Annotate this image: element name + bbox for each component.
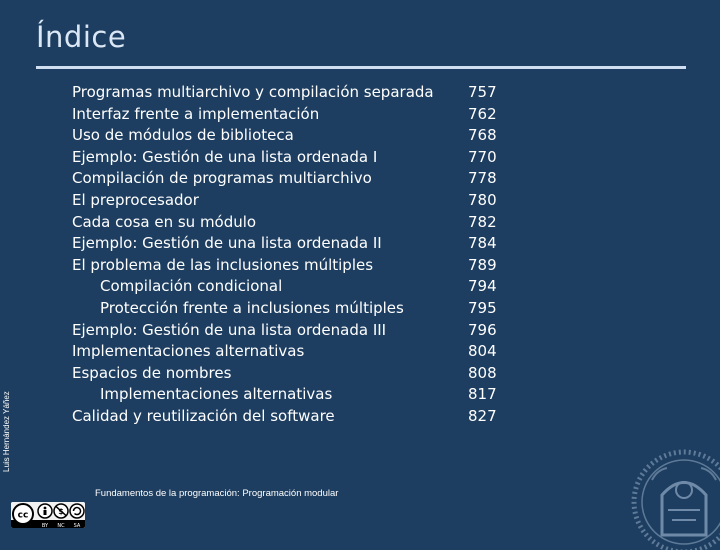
svg-text:cc: cc — [18, 511, 29, 521]
toc-page-number: 784 — [468, 234, 497, 253]
author-label: Luis Hernández Yáñez — [2, 391, 11, 472]
toc-page-number: 817 — [468, 385, 497, 404]
toc-item: Compilación de programas multiarchivo — [72, 169, 372, 188]
toc-item: Implementaciones alternativas — [100, 385, 333, 404]
toc-page-number: 794 — [468, 277, 497, 296]
toc-item: El preprocesador — [72, 190, 199, 209]
toc-page-number: 808 — [468, 363, 497, 382]
toc-item: Calidad y reutilización del software — [72, 406, 335, 425]
toc-item: Ejemplo: Gestión de una lista ordenada I… — [72, 320, 387, 339]
title-divider — [36, 66, 686, 69]
toc-item: Espacios de nombres — [72, 363, 232, 382]
toc-page-number: 789 — [468, 255, 497, 274]
toc-page-number: 762 — [468, 104, 497, 123]
toc-page-number: 770 — [468, 147, 497, 166]
toc-page-numbers: 757 762 768 770 778 780 782 784 789 794 795 796 804 8… — [468, 82, 508, 428]
toc-page-number: 778 — [468, 169, 497, 188]
toc-item: Ejemplo: Gestión de una lista ordenada I… — [72, 234, 382, 253]
toc-page-number: 796 — [468, 320, 497, 339]
toc-page-number: 768 — [468, 126, 497, 145]
university-seal-icon — [631, 449, 720, 550]
footer-text: Fundamentos de la programación: Programa… — [95, 488, 339, 499]
toc-page-number: 757 — [468, 83, 497, 101]
toc-page-number: 827 — [468, 406, 497, 425]
toc-item: Ejemplo: Gestión de una lista ordenada I — [72, 147, 378, 166]
toc-item: Interfaz frente a implementación — [72, 104, 320, 123]
toc-item: Cada cosa en su módulo — [72, 212, 257, 231]
toc-item: Implementaciones alternativas — [72, 342, 305, 361]
toc-page-number: 795 — [468, 298, 497, 317]
toc-list: Programas multiarchivo y compilación sep… — [72, 82, 502, 428]
creative-commons-icon: cc $ BY NC SA — [11, 502, 85, 528]
toc-page-number: 782 — [468, 212, 497, 231]
license-by-label: BY — [42, 523, 49, 528]
toc-item: Protección frente a inclusiones múltiple… — [100, 298, 404, 317]
toc-item: Compilación condicional — [100, 277, 283, 296]
toc-page-number: 804 — [468, 342, 497, 361]
license-nc-label: NC — [57, 523, 65, 528]
toc-item: El problema de las inclusiones múltiples — [72, 255, 374, 274]
license-sa-label: SA — [74, 523, 81, 528]
toc-page-number: 780 — [468, 190, 497, 209]
toc-item: Uso de módulos de biblioteca — [72, 126, 294, 145]
toc-item: Programas multiarchivo y compilación sep… — [72, 83, 434, 101]
page-title: Índice — [36, 20, 127, 54]
